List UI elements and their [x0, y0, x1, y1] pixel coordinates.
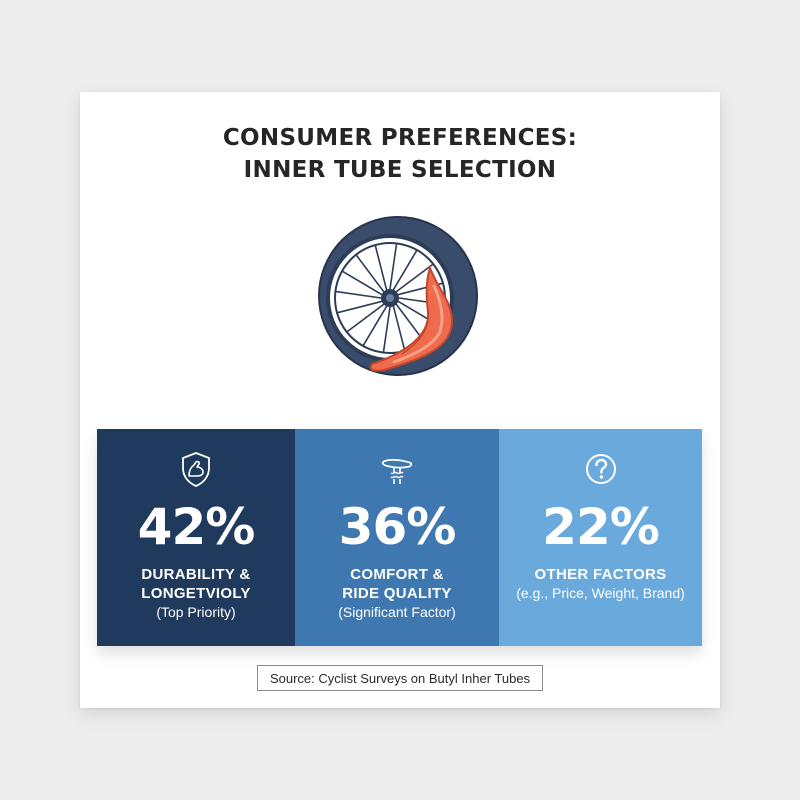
- wheel-spoke: [362, 305, 388, 347]
- title-line-1: CONSUMER PREFERENCES:: [222, 125, 578, 151]
- wheel-spoke: [382, 306, 391, 354]
- stat-label: COMFORT & RIDE QUALITY (Significant Fact…: [295, 565, 499, 622]
- stat-value: 22%: [542, 498, 660, 556]
- stat-label-line-1: OTHER FACTORS: [534, 566, 667, 583]
- wheel-spoke: [341, 270, 383, 296]
- stat-label-line-1: COMFORT &: [350, 566, 444, 583]
- wheel-spoke: [374, 244, 388, 291]
- bicycle-saddle-icon: [381, 459, 413, 484]
- stat-sublabel: (e.g., Price, Weight, Brand): [516, 585, 685, 601]
- wheel-spoke: [345, 303, 385, 333]
- stat-label: DURABILITY & LONGETVIOLY (Top Priority): [97, 565, 295, 622]
- stat-value: 36%: [338, 498, 457, 556]
- wheel-spoke: [395, 263, 435, 293]
- wheel-spoke: [336, 300, 383, 314]
- stat-label-line-2: RIDE QUALITY: [342, 585, 452, 602]
- wheel-spoke: [389, 242, 398, 290]
- wheel-spoke: [334, 290, 382, 299]
- infographic-card: CONSUMER PREFERENCES: INNER TUBE SELECTI…: [80, 92, 720, 708]
- stat-panel-comfort: 36% COMFORT & RIDE QUALITY (Significant …: [295, 429, 499, 646]
- stat-panel-other: 22% OTHER FACTORS (e.g., Price, Weight, …: [499, 429, 702, 646]
- shield-flexed-arm-icon: [182, 452, 210, 487]
- stat-panel-durability: 42% DURABILITY & LONGETVIOLY (Top Priori…: [97, 429, 295, 646]
- stat-label-line-1: DURABILITY &: [141, 566, 251, 583]
- title-line-2: INNER TUBE SELECTION: [243, 157, 557, 183]
- stat-sublabel: (Top Priority): [156, 604, 236, 620]
- bicycle-wheel-inner-tube-icon: [318, 216, 478, 376]
- wheel-spoke: [392, 249, 418, 291]
- source-note: Source: Cyclist Surveys on Butyl Inher T…: [257, 665, 543, 691]
- stat-sublabel: (Significant Factor): [338, 604, 456, 620]
- question-mark-icon: [585, 454, 616, 484]
- stat-label: OTHER FACTORS (e.g., Price, Weight, Bran…: [499, 565, 702, 603]
- stat-label-line-2: LONGETVIOLY: [141, 585, 251, 602]
- chart-title: CONSUMER PREFERENCES: INNER TUBE SELECTI…: [80, 122, 720, 186]
- stat-value: 42%: [137, 498, 256, 556]
- wheel-spoke: [355, 253, 385, 293]
- stats-row: 42% DURABILITY & LONGETVIOLY (Top Priori…: [97, 429, 702, 646]
- wheel-spoke: [392, 305, 406, 352]
